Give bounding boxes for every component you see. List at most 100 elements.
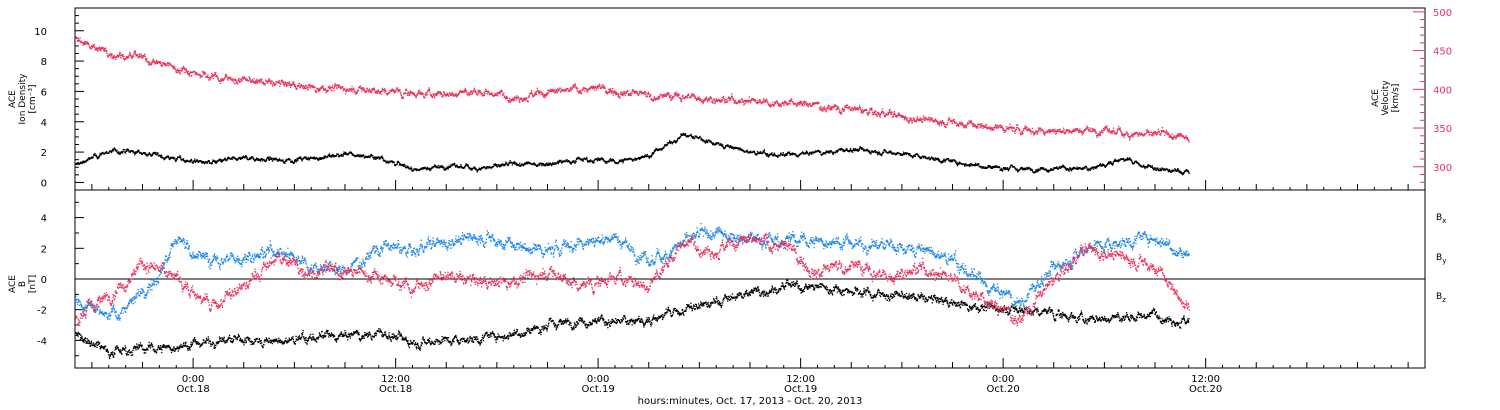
density-points-point bbox=[207, 161, 209, 163]
density-points-point bbox=[1185, 170, 1187, 172]
density-points-point bbox=[1043, 167, 1045, 169]
velocity-points-point bbox=[418, 91, 421, 94]
density-points-point bbox=[375, 156, 377, 158]
velocity-points-point bbox=[478, 91, 480, 93]
density-points-point bbox=[965, 163, 967, 165]
density-points-point bbox=[1005, 167, 1007, 169]
velocity-points-point bbox=[299, 85, 301, 87]
velocity-points-point bbox=[342, 87, 344, 89]
velocity-points-point bbox=[269, 79, 271, 81]
density-points-point bbox=[783, 154, 785, 156]
density-points-point bbox=[126, 150, 128, 152]
density-points-point bbox=[541, 164, 543, 167]
density-points-point bbox=[779, 155, 781, 157]
velocity-points-point bbox=[235, 79, 237, 82]
velocity-points-point bbox=[397, 89, 399, 91]
density-points-point bbox=[650, 156, 653, 158]
velocity-points-point bbox=[553, 89, 555, 91]
density-points-point bbox=[991, 166, 993, 168]
velocity-points-point bbox=[135, 54, 137, 56]
velocity-points-point bbox=[321, 87, 323, 89]
density-points-point bbox=[552, 162, 554, 164]
velocity-points-point bbox=[362, 87, 364, 89]
velocity-points-point bbox=[248, 80, 250, 82]
velocity-points-point bbox=[84, 41, 86, 43]
velocity-points-point bbox=[390, 89, 393, 91]
velocity-points-point bbox=[311, 86, 313, 88]
velocity-points-point bbox=[473, 87, 475, 89]
velocity-points-point bbox=[241, 80, 243, 82]
density-points-point bbox=[126, 149, 128, 151]
density-points-point bbox=[201, 161, 203, 164]
velocity-points-point bbox=[331, 87, 334, 89]
density-points-point bbox=[151, 154, 154, 156]
velocity-points-point bbox=[202, 70, 204, 72]
velocity-points-point bbox=[249, 80, 252, 82]
velocity-points-point bbox=[528, 95, 530, 98]
velocity-points-point bbox=[385, 92, 388, 95]
velocity-points-point bbox=[92, 45, 94, 47]
velocity-points-point bbox=[549, 89, 551, 92]
density-points-point bbox=[808, 153, 810, 155]
velocity-points-point bbox=[316, 90, 318, 92]
density-points-point bbox=[890, 150, 892, 152]
velocity-points-point bbox=[417, 92, 419, 95]
density-points-point bbox=[507, 164, 509, 166]
density-points-point bbox=[1155, 168, 1157, 170]
density-points-point bbox=[1138, 162, 1140, 164]
density-points-point bbox=[1157, 167, 1159, 169]
density-points-point bbox=[373, 158, 375, 160]
density-points-point bbox=[513, 161, 515, 164]
velocity-points-point bbox=[541, 91, 543, 93]
velocity-points-point bbox=[264, 84, 266, 86]
velocity-points-point bbox=[302, 85, 304, 88]
density-points-point bbox=[919, 157, 922, 160]
density-points-point bbox=[299, 156, 301, 158]
density-points-point bbox=[195, 161, 197, 163]
velocity-points-point bbox=[267, 80, 269, 82]
density-points-point bbox=[1028, 167, 1030, 170]
velocity-points-point bbox=[83, 43, 85, 45]
velocity-points-point bbox=[117, 56, 120, 58]
velocity-points-point bbox=[411, 91, 414, 93]
velocity-points-point bbox=[140, 53, 142, 55]
density-points-point bbox=[956, 164, 959, 167]
density-points-point bbox=[500, 164, 502, 166]
density-points-point bbox=[913, 155, 915, 157]
density-points-point bbox=[794, 154, 796, 156]
density-points-point bbox=[331, 154, 334, 156]
velocity-points-point bbox=[217, 77, 220, 80]
velocity-points-point bbox=[535, 94, 537, 96]
density-points-point bbox=[602, 159, 604, 161]
density-points-point bbox=[119, 152, 121, 154]
density-points-point bbox=[328, 154, 330, 156]
density-points-point bbox=[586, 157, 588, 160]
velocity-points-point bbox=[121, 55, 124, 57]
velocity-points-point bbox=[169, 62, 171, 64]
density-points-point bbox=[428, 167, 430, 170]
velocity-points-point bbox=[534, 91, 536, 93]
density-points-point bbox=[762, 150, 764, 152]
density-points-point bbox=[505, 161, 507, 163]
density-points-point bbox=[919, 156, 921, 158]
density-points-point bbox=[766, 155, 768, 157]
density-points-point bbox=[91, 156, 94, 158]
density-points-point bbox=[192, 161, 195, 163]
velocity-points-point bbox=[164, 64, 166, 66]
density-points-point bbox=[81, 162, 84, 164]
density-points-point bbox=[1159, 167, 1161, 170]
velocity-points-point bbox=[393, 91, 396, 93]
density-points-point bbox=[319, 158, 321, 160]
velocity-points-point bbox=[499, 91, 501, 94]
density-points-point bbox=[842, 149, 845, 151]
density-points-point bbox=[359, 155, 361, 157]
density-points-point bbox=[1006, 167, 1009, 169]
velocity-points-point bbox=[443, 92, 446, 94]
velocity-points-point bbox=[212, 77, 214, 80]
density-points-point bbox=[340, 155, 342, 157]
density-points-point bbox=[419, 168, 422, 171]
velocity-points-point bbox=[508, 100, 510, 102]
density-points-point bbox=[828, 152, 830, 154]
velocity-points-point bbox=[433, 96, 436, 98]
density-points-point bbox=[899, 154, 902, 156]
